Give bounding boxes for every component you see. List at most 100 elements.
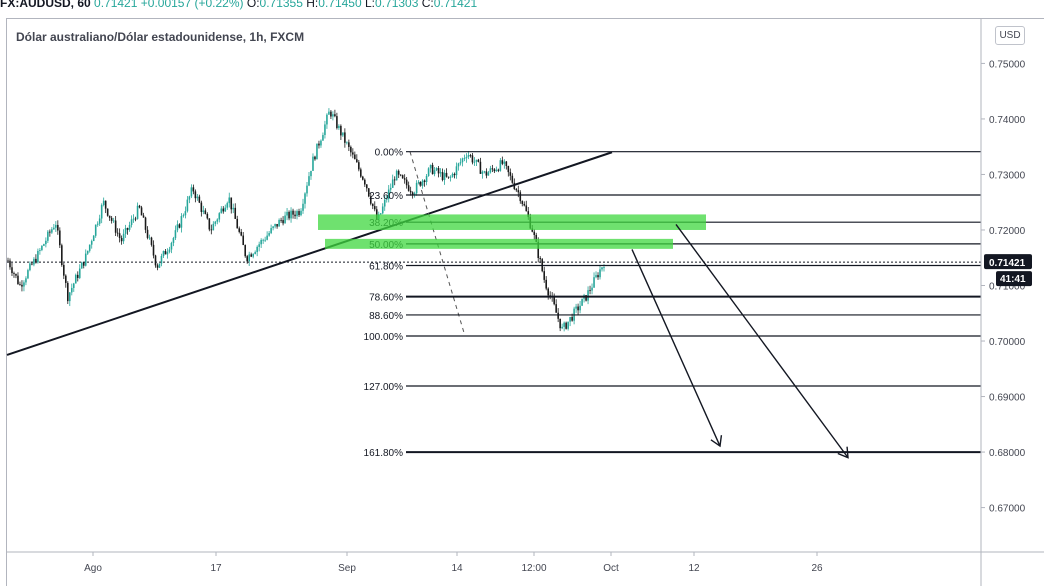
currency-button[interactable]: USD bbox=[995, 26, 1025, 45]
candle-body bbox=[250, 254, 252, 257]
candle-body bbox=[118, 233, 121, 238]
candle-body bbox=[33, 258, 35, 265]
candle-body bbox=[451, 173, 454, 177]
candle-body bbox=[274, 223, 276, 227]
candle-body bbox=[49, 231, 51, 233]
candle-body bbox=[443, 172, 446, 180]
candle-body bbox=[537, 241, 540, 259]
candle-body bbox=[593, 277, 595, 288]
candle-body bbox=[483, 171, 486, 173]
candle-body bbox=[90, 241, 93, 245]
candle-body bbox=[523, 203, 526, 206]
candle-body bbox=[601, 267, 603, 270]
projection-arrow[interactable] bbox=[675, 224, 849, 459]
candle-body bbox=[39, 250, 41, 251]
candle-body bbox=[15, 273, 17, 276]
candle-body bbox=[200, 202, 203, 212]
candle-body bbox=[41, 245, 43, 251]
candle-body bbox=[581, 298, 583, 306]
candle-body bbox=[501, 160, 504, 164]
candle-body bbox=[122, 233, 125, 242]
candle-body bbox=[316, 143, 318, 160]
countdown-badge bbox=[996, 271, 1032, 287]
candle-body bbox=[21, 284, 23, 287]
candle-body bbox=[220, 208, 223, 214]
candle-body bbox=[379, 213, 382, 215]
candle-body bbox=[84, 253, 87, 266]
candle-body bbox=[98, 218, 101, 224]
time-tick-label: 26 bbox=[811, 563, 823, 574]
candle-body bbox=[140, 207, 143, 216]
candle-body bbox=[547, 288, 549, 296]
candle-body bbox=[381, 206, 384, 214]
candle-body bbox=[224, 207, 227, 212]
candle-body bbox=[579, 305, 581, 311]
projection-arrow[interactable] bbox=[631, 249, 721, 447]
candle-body bbox=[294, 214, 296, 217]
price-tick-label: 0.72000 bbox=[989, 226, 1026, 237]
candle-body bbox=[352, 152, 354, 155]
highlight-zone[interactable] bbox=[325, 238, 673, 249]
candle-body bbox=[234, 207, 237, 219]
candle-body bbox=[136, 205, 139, 219]
candle-body bbox=[565, 322, 567, 329]
candle-body bbox=[457, 163, 460, 167]
candle-body bbox=[230, 197, 233, 210]
candle-body bbox=[385, 198, 388, 200]
candle-body bbox=[563, 322, 565, 327]
candle-body bbox=[196, 196, 199, 199]
candle-body bbox=[475, 159, 478, 162]
candle-body bbox=[55, 224, 57, 228]
candle-body bbox=[417, 181, 420, 183]
candle-body bbox=[178, 224, 181, 228]
candle-body bbox=[25, 278, 27, 283]
candle-body bbox=[152, 244, 155, 256]
candle-body bbox=[72, 283, 75, 288]
candle-body bbox=[535, 234, 538, 242]
candle-body bbox=[481, 171, 484, 174]
candle-body bbox=[338, 125, 340, 129]
candle-body bbox=[467, 155, 470, 157]
fib-level-label: 161.80% bbox=[364, 448, 404, 459]
candle-body bbox=[411, 192, 414, 196]
candle-body bbox=[63, 265, 65, 276]
candle-body bbox=[76, 274, 79, 278]
trendline[interactable] bbox=[6, 151, 613, 356]
candle-body bbox=[531, 228, 534, 232]
candle-body bbox=[92, 235, 95, 242]
candle-body bbox=[356, 159, 358, 163]
candle-body bbox=[270, 228, 272, 234]
candle-body bbox=[597, 275, 599, 278]
candle-body bbox=[288, 211, 290, 219]
candle-body bbox=[342, 132, 344, 136]
candle-body bbox=[228, 197, 231, 204]
candle-body bbox=[421, 180, 424, 186]
candle-body bbox=[222, 208, 225, 212]
candle-body bbox=[427, 168, 430, 177]
candle-body bbox=[208, 218, 211, 230]
candle-body bbox=[310, 170, 312, 177]
candle-body bbox=[144, 217, 147, 230]
candle-body bbox=[365, 184, 368, 189]
candle-body bbox=[134, 218, 137, 220]
price-tick-label: 0.73000 bbox=[989, 170, 1026, 181]
candle-body bbox=[61, 245, 63, 266]
candle-body bbox=[367, 188, 370, 197]
chart-frame[interactable] bbox=[6, 18, 1044, 586]
candle-body bbox=[350, 146, 352, 153]
candle-body bbox=[298, 211, 300, 216]
axes: 0.75000 0.74000 0.73000 0.72000 0.71000 0.700… bbox=[7, 19, 1044, 586]
candle-body bbox=[429, 164, 432, 169]
candle-body bbox=[553, 297, 555, 305]
candle-body bbox=[156, 265, 159, 268]
candle-body bbox=[487, 172, 490, 176]
candle-body bbox=[441, 172, 444, 180]
highlight-zone[interactable] bbox=[318, 214, 706, 230]
candle-body bbox=[383, 199, 386, 207]
candle-body bbox=[236, 218, 239, 229]
candle-body bbox=[567, 321, 569, 329]
candle-body bbox=[589, 290, 591, 291]
candle-body bbox=[431, 164, 434, 175]
candle-body bbox=[489, 168, 492, 173]
